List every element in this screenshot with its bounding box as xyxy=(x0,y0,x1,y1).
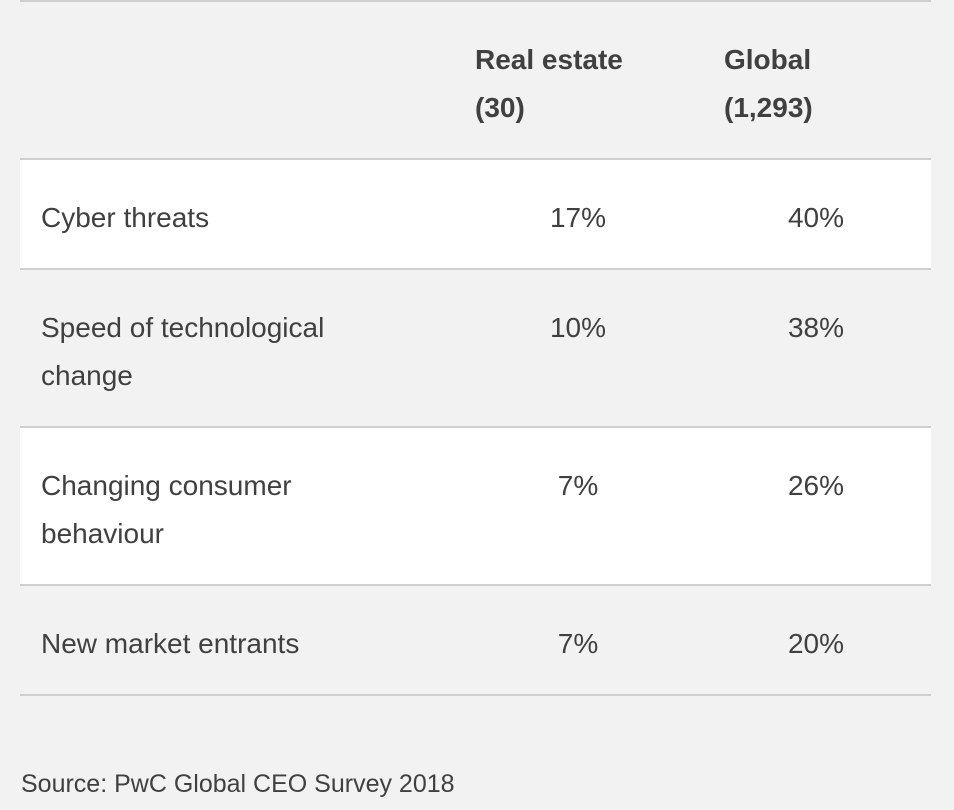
row-label: Cyber threats xyxy=(41,202,210,233)
column-count: (1,293) xyxy=(724,92,813,123)
global-value: 38% xyxy=(787,312,845,343)
column-title: Global xyxy=(724,44,812,75)
table-row: Speed of technological change 10% 38% xyxy=(20,270,931,428)
real-estate-value: 10% xyxy=(549,312,607,343)
table-row: New market entrants 7% 20% xyxy=(20,586,931,696)
table-row: Changing consumer behaviour 7% 26% xyxy=(20,428,931,586)
row-label: Changing consumer behaviour xyxy=(41,470,292,549)
real-estate-value: 17% xyxy=(549,202,607,233)
real-estate-value: 7% xyxy=(557,470,599,501)
table-header: Real estate (30) Global (1,293) xyxy=(20,2,931,160)
row-label: Speed of technological change xyxy=(41,312,325,391)
data-table: Real estate (30) Global (1,293) Cyber th… xyxy=(20,0,931,696)
global-value: 20% xyxy=(787,628,845,659)
global-value: 26% xyxy=(787,470,845,501)
column-title: Real estate xyxy=(475,44,623,75)
real-estate-value: 7% xyxy=(557,628,599,659)
row-label: New market entrants xyxy=(41,628,300,659)
column-header-real-estate: Real estate (30) xyxy=(475,36,623,132)
source-note: Source: PwC Global CEO Survey 2018 xyxy=(21,770,455,798)
column-count: (30) xyxy=(475,92,525,123)
column-header-global: Global (1,293) xyxy=(724,36,813,132)
global-value: 40% xyxy=(787,202,845,233)
table-row: Cyber threats 17% 40% xyxy=(20,160,931,270)
